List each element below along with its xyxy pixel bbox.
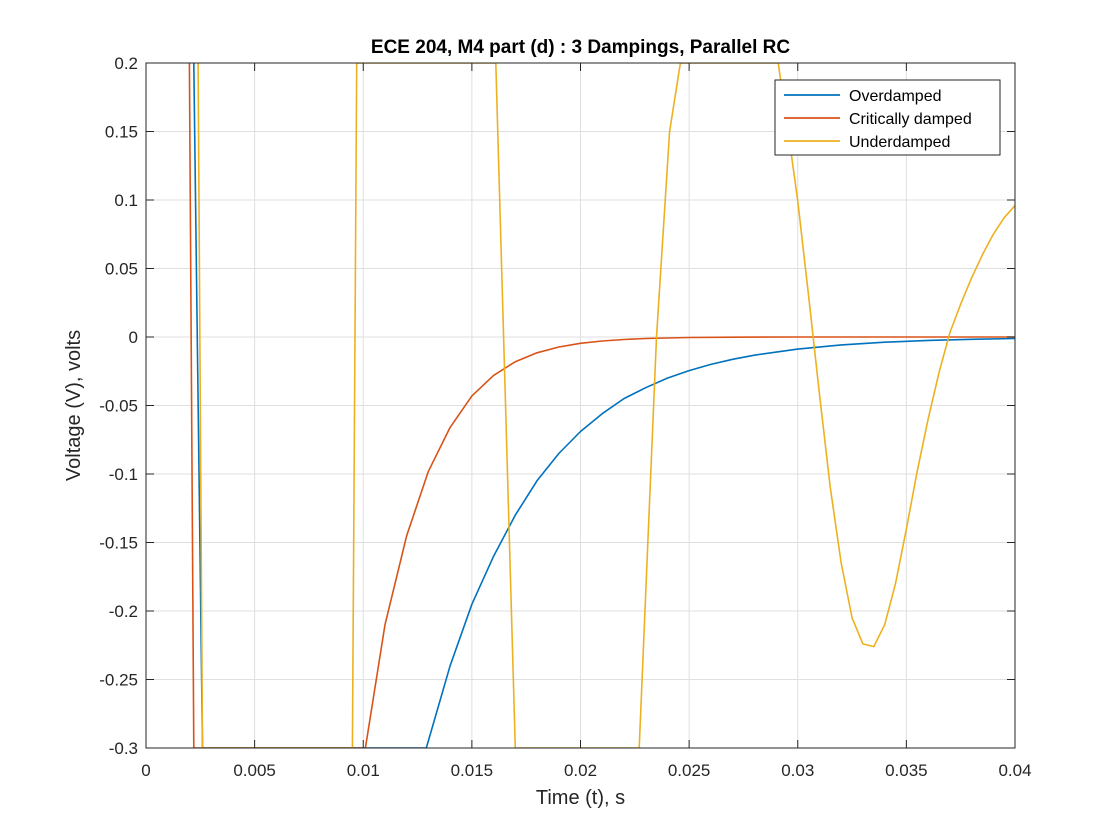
legend-label-overdamped: Overdamped xyxy=(849,88,942,105)
series-layer xyxy=(188,63,1015,748)
y-tick-label: -0.3 xyxy=(109,739,138,758)
chart-title: ECE 204, M4 part (d) : 3 Dampings, Paral… xyxy=(371,37,790,58)
x-tick-label: 0.03 xyxy=(781,761,814,780)
x-tick-labels: 0 0.005 0.01 0.015 0.02 0.025 0.03 0.035 0.04 xyxy=(141,761,1031,780)
x-tick-label: 0 xyxy=(141,761,150,780)
x-tick-label: 0.04 xyxy=(998,761,1031,780)
series-line-overdamped xyxy=(193,63,1015,748)
legend: Overdamped Critically damped Underdamped xyxy=(774,79,1001,156)
legend-label-underdamped: Underdamped xyxy=(849,134,950,151)
y-tick-label: -0.1 xyxy=(109,465,138,484)
y-tick-label: 0.2 xyxy=(114,54,138,73)
y-tick-label: 0.1 xyxy=(114,191,138,210)
y-axis-label: Voltage (V), volts xyxy=(63,330,85,481)
x-tick-label: 0.035 xyxy=(885,761,928,780)
series-line-critically-damped xyxy=(188,63,1015,748)
y-tick-label: -0.25 xyxy=(99,671,138,690)
x-tick-label: 0.02 xyxy=(564,761,597,780)
y-tick-label: -0.05 xyxy=(99,397,138,416)
series-line-underdamped xyxy=(197,63,1015,748)
y-tick-label: -0.2 xyxy=(109,602,138,621)
legend-label-critically-damped: Critically damped xyxy=(849,111,972,128)
x-tick-label: 0.015 xyxy=(451,761,494,780)
x-tick-label: 0.005 xyxy=(233,761,276,780)
x-tick-label: 0.01 xyxy=(347,761,380,780)
y-tick-label: -0.15 xyxy=(99,534,138,553)
x-axis-label: Time (t), s xyxy=(536,787,625,809)
y-tick-label: 0.15 xyxy=(105,123,138,142)
y-tick-labels: 0.2 0.15 0.1 0.05 0 -0.05 -0.1 -0.15 -0.2 -0.25 -0… xyxy=(99,54,138,758)
axis-ticks xyxy=(145,62,1016,749)
y-tick-label: 0.05 xyxy=(105,260,138,279)
y-tick-label: 0 xyxy=(129,328,138,347)
x-tick-label: 0.025 xyxy=(668,761,711,780)
